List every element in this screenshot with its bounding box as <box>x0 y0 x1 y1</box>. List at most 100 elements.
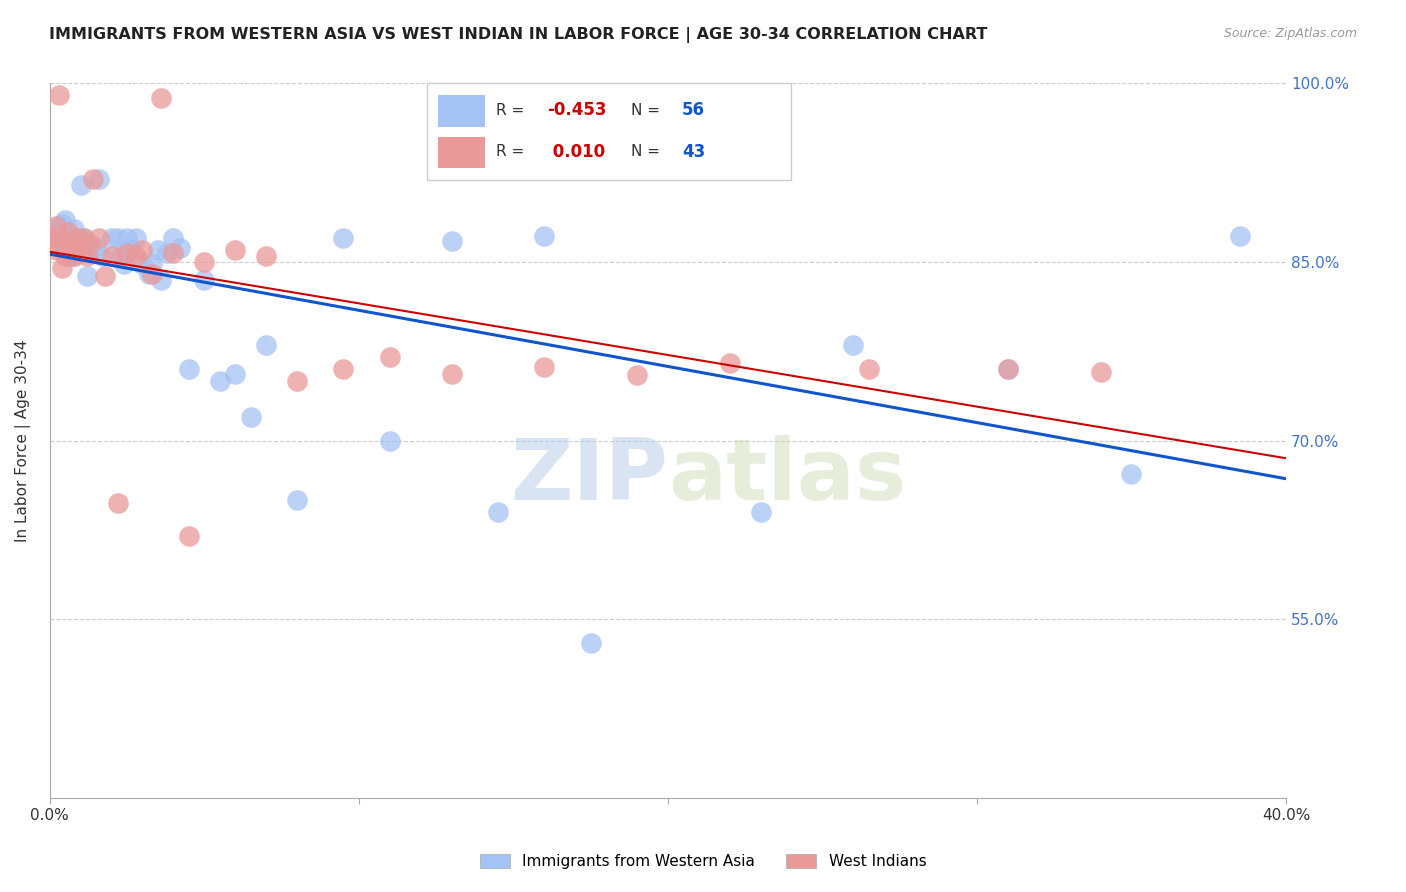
Point <box>53 213 76 227</box>
Point <box>579 636 602 650</box>
Point <box>42 231 65 245</box>
Point <box>73 231 96 245</box>
Point <box>112 257 135 271</box>
Point <box>162 245 184 260</box>
Point <box>76 269 98 284</box>
Point <box>141 267 163 281</box>
Point <box>285 493 308 508</box>
Text: atlas: atlas <box>668 435 905 518</box>
Text: ZIP: ZIP <box>510 435 668 518</box>
Point <box>58 249 80 263</box>
Point <box>1090 365 1112 379</box>
Point <box>125 249 148 263</box>
Point <box>66 231 89 245</box>
Point <box>997 362 1019 376</box>
Point <box>125 231 148 245</box>
Point <box>58 243 80 257</box>
Point <box>486 505 509 519</box>
Point <box>162 231 184 245</box>
Point <box>63 221 86 235</box>
Point <box>76 249 98 263</box>
Point <box>58 225 80 239</box>
Point <box>48 225 70 239</box>
Point <box>48 88 70 103</box>
Point <box>107 496 129 510</box>
Point <box>208 374 231 388</box>
Point <box>60 241 83 255</box>
Point <box>48 231 70 245</box>
Point <box>53 237 76 252</box>
Point <box>63 249 86 263</box>
Point <box>533 359 555 374</box>
Point <box>749 505 772 519</box>
Point <box>120 241 142 255</box>
Point <box>997 362 1019 376</box>
Point <box>193 255 215 269</box>
Y-axis label: In Labor Force | Age 30-34: In Labor Force | Age 30-34 <box>15 340 31 542</box>
Point <box>177 529 200 543</box>
Point <box>533 228 555 243</box>
Point <box>115 245 138 260</box>
Point <box>60 245 83 260</box>
Point <box>440 234 463 248</box>
Point <box>45 219 67 234</box>
Point <box>51 221 73 235</box>
Point <box>285 374 308 388</box>
Point <box>79 245 101 260</box>
Point <box>51 261 73 276</box>
Point <box>89 231 111 245</box>
Point <box>84 241 107 255</box>
Point <box>45 243 67 257</box>
Point <box>110 249 132 263</box>
Point <box>626 368 648 383</box>
Point <box>69 178 91 192</box>
Point <box>150 91 173 105</box>
Point <box>141 257 163 271</box>
Point <box>138 267 160 281</box>
Point <box>332 231 354 245</box>
Point <box>193 273 215 287</box>
Text: IMMIGRANTS FROM WESTERN ASIA VS WEST INDIAN IN LABOR FORCE | AGE 30-34 CORRELATI: IMMIGRANTS FROM WESTERN ASIA VS WEST IND… <box>49 27 987 43</box>
Point <box>254 249 277 263</box>
Text: Source: ZipAtlas.com: Source: ZipAtlas.com <box>1223 27 1357 40</box>
Point <box>51 241 73 255</box>
Point <box>100 231 122 245</box>
Point <box>60 241 83 255</box>
Point <box>94 269 117 284</box>
Point <box>115 231 138 245</box>
Point <box>100 249 122 263</box>
Point <box>224 243 246 257</box>
Point <box>1121 467 1143 482</box>
Point <box>131 243 153 257</box>
Point <box>254 338 277 352</box>
Point <box>718 356 741 370</box>
Point <box>858 362 880 376</box>
Point <box>45 231 67 245</box>
Point <box>378 351 401 365</box>
Point <box>150 273 173 287</box>
Point <box>332 362 354 376</box>
Point <box>66 231 89 245</box>
Point <box>69 245 91 260</box>
Point <box>51 217 73 231</box>
Point <box>378 434 401 448</box>
Point <box>156 245 179 260</box>
Point <box>224 367 246 381</box>
Point <box>131 257 153 271</box>
Point <box>89 171 111 186</box>
Point <box>146 243 169 257</box>
Point <box>53 249 76 263</box>
Point <box>1229 228 1251 243</box>
Point <box>842 338 865 352</box>
Point <box>53 234 76 248</box>
Point <box>73 231 96 245</box>
Point <box>58 237 80 252</box>
Point <box>66 234 89 248</box>
Point <box>48 219 70 234</box>
Point <box>107 231 129 245</box>
Point <box>239 409 262 424</box>
Point <box>91 249 114 263</box>
Point <box>169 241 191 255</box>
Point <box>53 228 76 243</box>
Point <box>440 367 463 381</box>
